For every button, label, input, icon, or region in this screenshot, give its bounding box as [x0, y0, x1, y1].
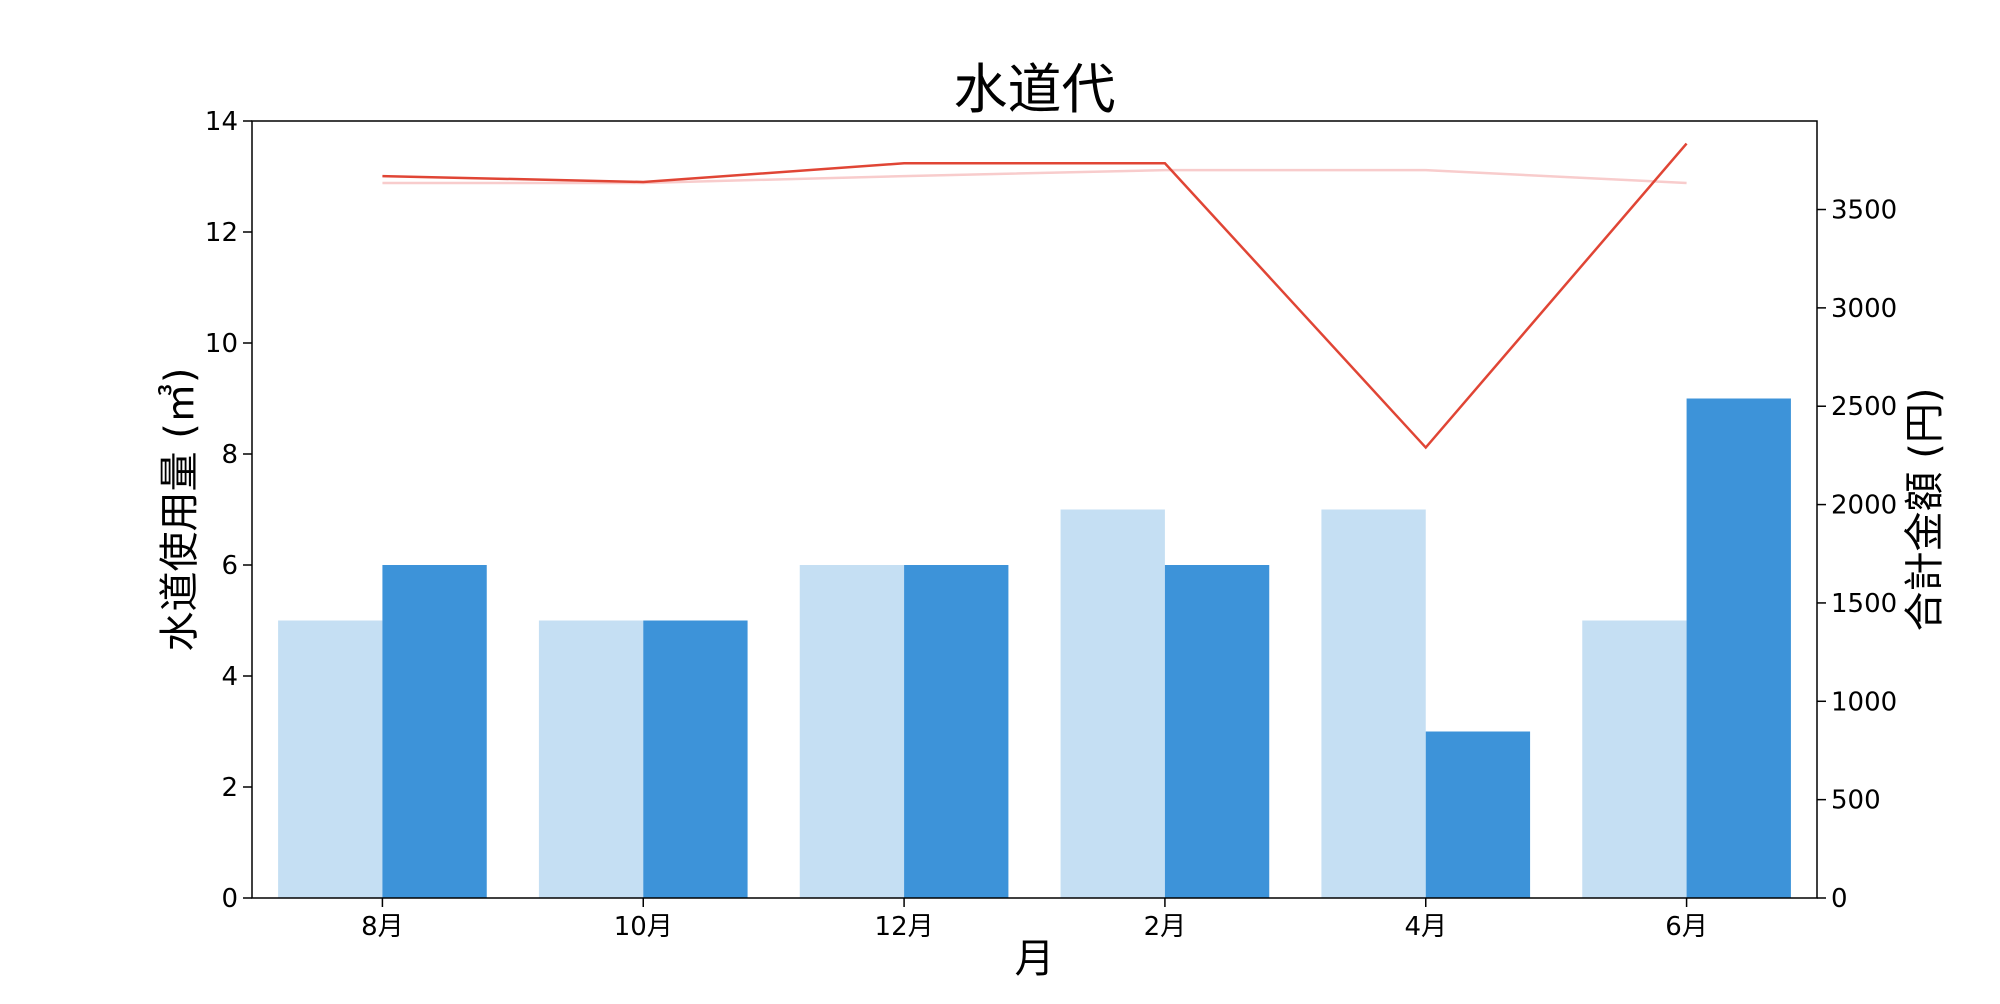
bar-2-1: [643, 620, 748, 898]
y2-axis-label: 合計金額 (円): [1902, 388, 1948, 632]
x-tick-label-0: 8月: [361, 912, 404, 942]
right-tick-label-5: 2500: [1831, 392, 1897, 422]
left-tick-label-7: 14: [205, 107, 238, 137]
right-tick-label-6: 3000: [1831, 294, 1897, 324]
bar-2-0: [382, 565, 487, 898]
right-tick-label-2: 1000: [1831, 687, 1897, 717]
right-tick-label-7: 3500: [1831, 196, 1897, 226]
x-tick-label-1: 10月: [614, 912, 673, 942]
left-tick-label-6: 12: [205, 218, 238, 248]
left-tick-label-5: 10: [205, 329, 238, 359]
left-tick-label-4: 8: [221, 440, 238, 470]
line-series-1: [382, 168, 1687, 185]
bar-2-2: [904, 565, 1009, 898]
left-tick-label-0: 0: [221, 884, 238, 914]
x-axis-ticks: 8月 10月 12月 2月 4月 6月: [361, 898, 1708, 942]
x-tick-label-5: 6月: [1665, 912, 1708, 942]
chart-title: 水道代: [954, 58, 1116, 121]
x-tick-label-4: 4月: [1404, 912, 1447, 942]
lines-layer: [382, 142, 1688, 450]
right-tick-label-0: 0: [1831, 884, 1848, 914]
y-axis-label: 水道使用量 (㎥): [157, 368, 203, 652]
left-tick-label-2: 4: [221, 662, 238, 692]
right-tick-label-3: 1500: [1831, 589, 1897, 619]
bar-1-5: [1582, 620, 1687, 898]
bar-1-2: [799, 565, 905, 898]
x-axis-label: 月: [1015, 936, 1055, 982]
x-tick-label-3: 2月: [1144, 912, 1187, 942]
line-series-2: [382, 142, 1688, 450]
left-tick-label-3: 6: [221, 551, 238, 581]
bar-1-1: [538, 620, 644, 898]
left-tick-label-1: 2: [221, 773, 238, 803]
left-axis-ticks: 0 2 4 6 8 10 12 14: [205, 107, 252, 914]
x-tick-label-2: 12月: [875, 912, 934, 942]
bar-1-0: [278, 620, 383, 898]
bar-2-5: [1686, 398, 1791, 898]
right-tick-label-4: 2000: [1831, 491, 1897, 521]
plot-frame: [251, 120, 1818, 899]
right-tick-label-1: 500: [1831, 786, 1881, 816]
bars-layer: [278, 398, 1791, 898]
bar-1-3: [1060, 509, 1165, 898]
right-axis-ticks: 0 500 1000 1500 2000 2500 3000 3500: [1817, 196, 1897, 914]
bar-2-4: [1425, 731, 1531, 898]
bar-2-3: [1164, 565, 1270, 898]
bar-1-4: [1321, 509, 1426, 898]
